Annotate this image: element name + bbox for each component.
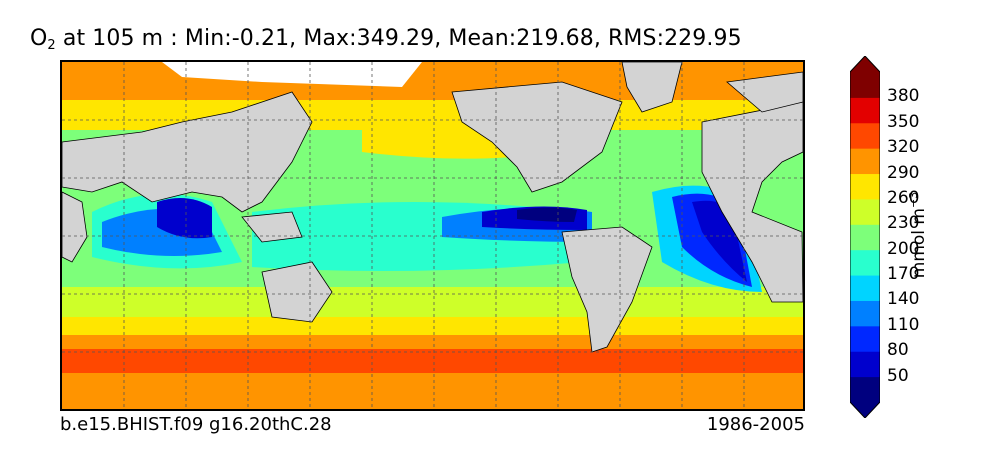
south-america xyxy=(561,226,653,353)
colorbar xyxy=(850,56,880,418)
colorbar-segment xyxy=(850,300,880,327)
greenland xyxy=(621,62,683,113)
scandinavia xyxy=(726,71,803,113)
colorbar-extend-max xyxy=(850,56,880,72)
period-label: 1986-2005 xyxy=(706,414,805,435)
colorbar-tick-label: 380 xyxy=(887,86,920,107)
colorbar-segment xyxy=(850,275,880,301)
colorbar-extend-min xyxy=(850,402,880,418)
colorbar-tick-label: 320 xyxy=(887,137,920,158)
case-name-label: b.e15.BHIST.f09 g16.20thC.28 xyxy=(60,414,332,435)
colorbar-segment xyxy=(850,122,880,149)
colorbar-tick-label: 200 xyxy=(887,238,920,259)
colorbar-tick-label: 170 xyxy=(887,264,920,285)
colorbar-segment xyxy=(850,325,880,352)
colorbar-unit: mmol m xyxy=(908,208,929,279)
colorbar-tick-label: 140 xyxy=(887,289,920,310)
colorbar-tick-label: 290 xyxy=(887,162,920,183)
plot-title: O2 at 105 m : Min:-0.21, Max:349.29, Mea… xyxy=(30,26,742,53)
southern-orange-band xyxy=(62,335,803,349)
title-subscript: 2 xyxy=(47,38,56,53)
arctic-sea-ice xyxy=(162,62,422,87)
bay-of-bengal-omz xyxy=(157,198,212,239)
colorbar-tick-label: 80 xyxy=(887,340,909,361)
colorbar-segment xyxy=(850,249,880,276)
southern-green-band xyxy=(62,287,803,317)
colorbar-segment xyxy=(850,72,880,98)
east-pacific-omz-deep xyxy=(517,207,577,222)
colorbar-segment xyxy=(850,376,880,403)
colorbar-segment xyxy=(850,224,880,251)
africa-east-edge xyxy=(62,191,88,263)
colorbar-segment xyxy=(850,148,880,175)
colorbar-segment xyxy=(850,173,880,200)
graticule xyxy=(62,62,803,409)
southern-yellow-band xyxy=(62,317,803,335)
title-symbol: O xyxy=(30,26,48,51)
colorbar-segment xyxy=(850,351,880,378)
maritime-continent xyxy=(241,211,303,243)
eurasia-east xyxy=(62,91,313,213)
australia xyxy=(261,261,333,323)
colorbar-segment xyxy=(850,198,880,225)
colorbar-tick-label: 230 xyxy=(887,213,920,234)
colorbar-unit-exponent: −3 xyxy=(907,191,921,208)
colorbar-label: mmol m−3 xyxy=(907,192,929,278)
africa-europe xyxy=(701,101,803,303)
colorbar-tick-label: 50 xyxy=(887,365,909,386)
colorbar-tick-label: 110 xyxy=(887,314,920,335)
land xyxy=(62,62,803,353)
colorbar-segment xyxy=(850,97,880,124)
southern-red-band xyxy=(62,349,803,373)
colorbar-tick-label: 260 xyxy=(887,187,920,208)
north-america xyxy=(451,81,623,193)
ocean-oxygen-map xyxy=(60,60,805,411)
title-text: at 105 m : Min:-0.21, Max:349.29, Mean:2… xyxy=(55,26,742,51)
antarctic-band xyxy=(62,373,803,409)
colorbar-tick-label: 350 xyxy=(887,111,920,132)
